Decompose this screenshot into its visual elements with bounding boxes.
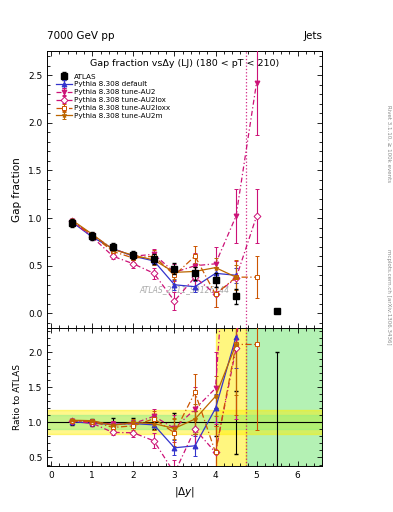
Text: Gap fraction vsΔy (LJ) (180 < pT < 210): Gap fraction vsΔy (LJ) (180 < pT < 210) [90, 59, 279, 69]
Text: mcplots.cern.ch [arXiv:1306.3436]: mcplots.cern.ch [arXiv:1306.3436] [386, 249, 391, 345]
Text: ATLAS_2011_S9126244: ATLAS_2011_S9126244 [140, 286, 230, 294]
Text: Jets: Jets [303, 31, 322, 41]
Text: 7000 GeV pp: 7000 GeV pp [47, 31, 115, 41]
Bar [215, 328, 246, 466]
Bar [47, 415, 322, 430]
Bar [246, 328, 322, 466]
Legend: ATLAS, Pythia 8.308 default, Pythia 8.308 tune-AU2, Pythia 8.308 tune-AU2lox, Py: ATLAS, Pythia 8.308 default, Pythia 8.30… [53, 71, 173, 122]
Y-axis label: Ratio to ATLAS: Ratio to ATLAS [13, 364, 22, 430]
Bar [47, 411, 322, 434]
Text: Rivet 3.1.10, ≥ 100k events: Rivet 3.1.10, ≥ 100k events [386, 105, 391, 182]
X-axis label: |$\Delta y$|: |$\Delta y$| [174, 485, 195, 499]
Y-axis label: Gap fraction: Gap fraction [12, 157, 22, 222]
